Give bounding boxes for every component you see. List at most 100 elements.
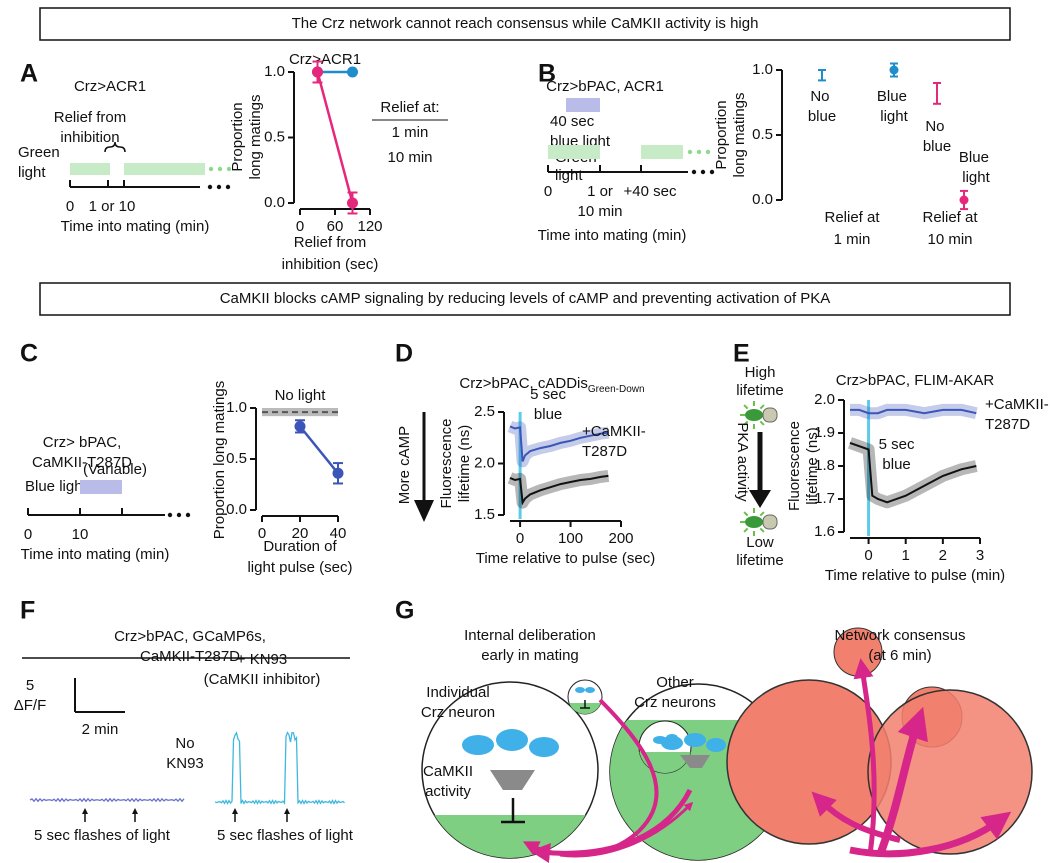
panel-letter: F [20, 597, 35, 625]
panel-letter: D [395, 340, 413, 368]
text-line: blue [808, 108, 836, 125]
category-label: Blue light [877, 88, 911, 125]
y-tick-label: 0.0 [226, 501, 247, 518]
state-label: lifetime [736, 382, 784, 399]
panel-letter: C [20, 340, 38, 368]
y-tick-label: 1.0 [264, 63, 285, 80]
group-label: 1 min [834, 231, 871, 248]
panel-letter: E [733, 340, 750, 368]
text-line: blue [923, 138, 951, 155]
x-tick-label: 0 [516, 530, 524, 547]
banner: The Crz network cannot reach consensus w… [292, 15, 759, 32]
y-axis-label: Proportion [229, 102, 246, 171]
series-line [850, 408, 977, 415]
series-line [299, 425, 339, 475]
light-bar [70, 163, 110, 175]
genotype: Crz> bPAC, [43, 434, 122, 451]
point [889, 65, 899, 75]
ellipsis [705, 149, 711, 155]
y-tick-label: 1.5 [474, 506, 495, 523]
light-bar [80, 480, 122, 494]
banner-box [39, 282, 1011, 316]
glow-ray [743, 420, 749, 426]
title-main: Crz>bPAC, cADDis [459, 375, 588, 392]
side-label: More cAMP [396, 426, 413, 504]
section-title: Internal deliberation [464, 627, 596, 644]
genotype: Crz>bPAC, ACR1 [546, 78, 664, 95]
state-label: Low [746, 534, 774, 551]
chart-title: Crz>bPAC, FLIM-AKAR [836, 372, 995, 389]
glow-ray [759, 404, 765, 410]
title-main: Crz>bPAC, FLIM-AKAR [836, 372, 995, 389]
group-label: Relief at [824, 209, 880, 226]
panel-letter: G [395, 597, 414, 625]
signal-arrow [559, 801, 694, 858]
category-label: No blue [923, 118, 951, 155]
point [347, 66, 358, 78]
neuron-label: Individual [426, 684, 489, 701]
y-axis-label: Fluorescence [786, 421, 803, 511]
ellipsis [709, 169, 715, 175]
y-axis-label: long matings [731, 92, 748, 177]
group-label: Relief at [922, 209, 978, 226]
text-line: Blue [877, 88, 911, 105]
section-title: (at 6 min) [868, 647, 931, 664]
y-tick-label: 2.0 [474, 454, 495, 471]
text-line: +CaMKII- [582, 423, 646, 440]
x-tick-label: 0 [296, 218, 304, 235]
point [959, 195, 969, 205]
point [347, 197, 358, 209]
y-tick-label: 1.7 [814, 490, 835, 507]
arrow-head [284, 808, 290, 814]
legend-title: Relief at: [380, 99, 439, 116]
group-label: 10 min [927, 231, 972, 248]
y-axis-label: Fluorescence [438, 418, 455, 508]
y-tick-label: 0.0 [264, 194, 285, 211]
neuron-label: Crz neurons [634, 694, 716, 711]
ellipsis [216, 184, 222, 190]
y-tick-label: 0.5 [752, 126, 773, 143]
axis-label: Time into mating (min) [538, 227, 687, 244]
x-tick-label: 20 [292, 525, 309, 542]
y-tick-label: 0.5 [264, 128, 285, 145]
banner: CaMKII blocks cAMP signaling by reducing… [220, 290, 831, 307]
condition-label: No [175, 735, 194, 752]
sensor-icon [740, 401, 778, 429]
time-tick-label: 0 [544, 183, 552, 200]
x-tick-label: 3 [976, 547, 984, 564]
point [332, 467, 344, 479]
ellipsis [700, 169, 706, 175]
series-line [509, 425, 609, 462]
glow-ray [759, 511, 765, 517]
y-tick-label: 1.0 [226, 399, 247, 416]
receptor [462, 729, 559, 824]
glow-ray [743, 404, 749, 410]
text-line: T287D [582, 443, 627, 460]
time-tick-label: 0 [24, 526, 32, 543]
chart-title: Crz>ACR1 [289, 51, 361, 68]
genotype: Crz>bPAC, GCaMP6s, [114, 628, 266, 645]
genotype: CaMKII-T287D [32, 454, 132, 471]
light-bar [124, 163, 205, 175]
category-label: No blue [808, 88, 836, 125]
x-tick-label: 0 [864, 547, 872, 564]
error-bar [933, 82, 941, 105]
x-axis-label: Time relative to pulse (min) [825, 567, 1005, 584]
sensor-tail [762, 514, 778, 530]
text-line: No [925, 118, 948, 135]
ellipsis [207, 184, 213, 190]
neuron-label: Other [656, 674, 694, 691]
y-tick-label: 0.0 [752, 191, 773, 208]
y-tick-label: 1.9 [814, 424, 835, 441]
y-tick-label: 1.8 [814, 457, 835, 474]
x-tick-label: 0 [258, 525, 266, 542]
category-label: Blue light [959, 149, 993, 186]
text-line: light [880, 108, 908, 125]
condition-label: (CaMKII inhibitor) [204, 671, 321, 688]
neuron-label: Crz neuron [421, 704, 495, 721]
ellipsis [696, 149, 702, 155]
signal-arrow [530, 788, 693, 863]
text-line: T287D [985, 416, 1030, 433]
